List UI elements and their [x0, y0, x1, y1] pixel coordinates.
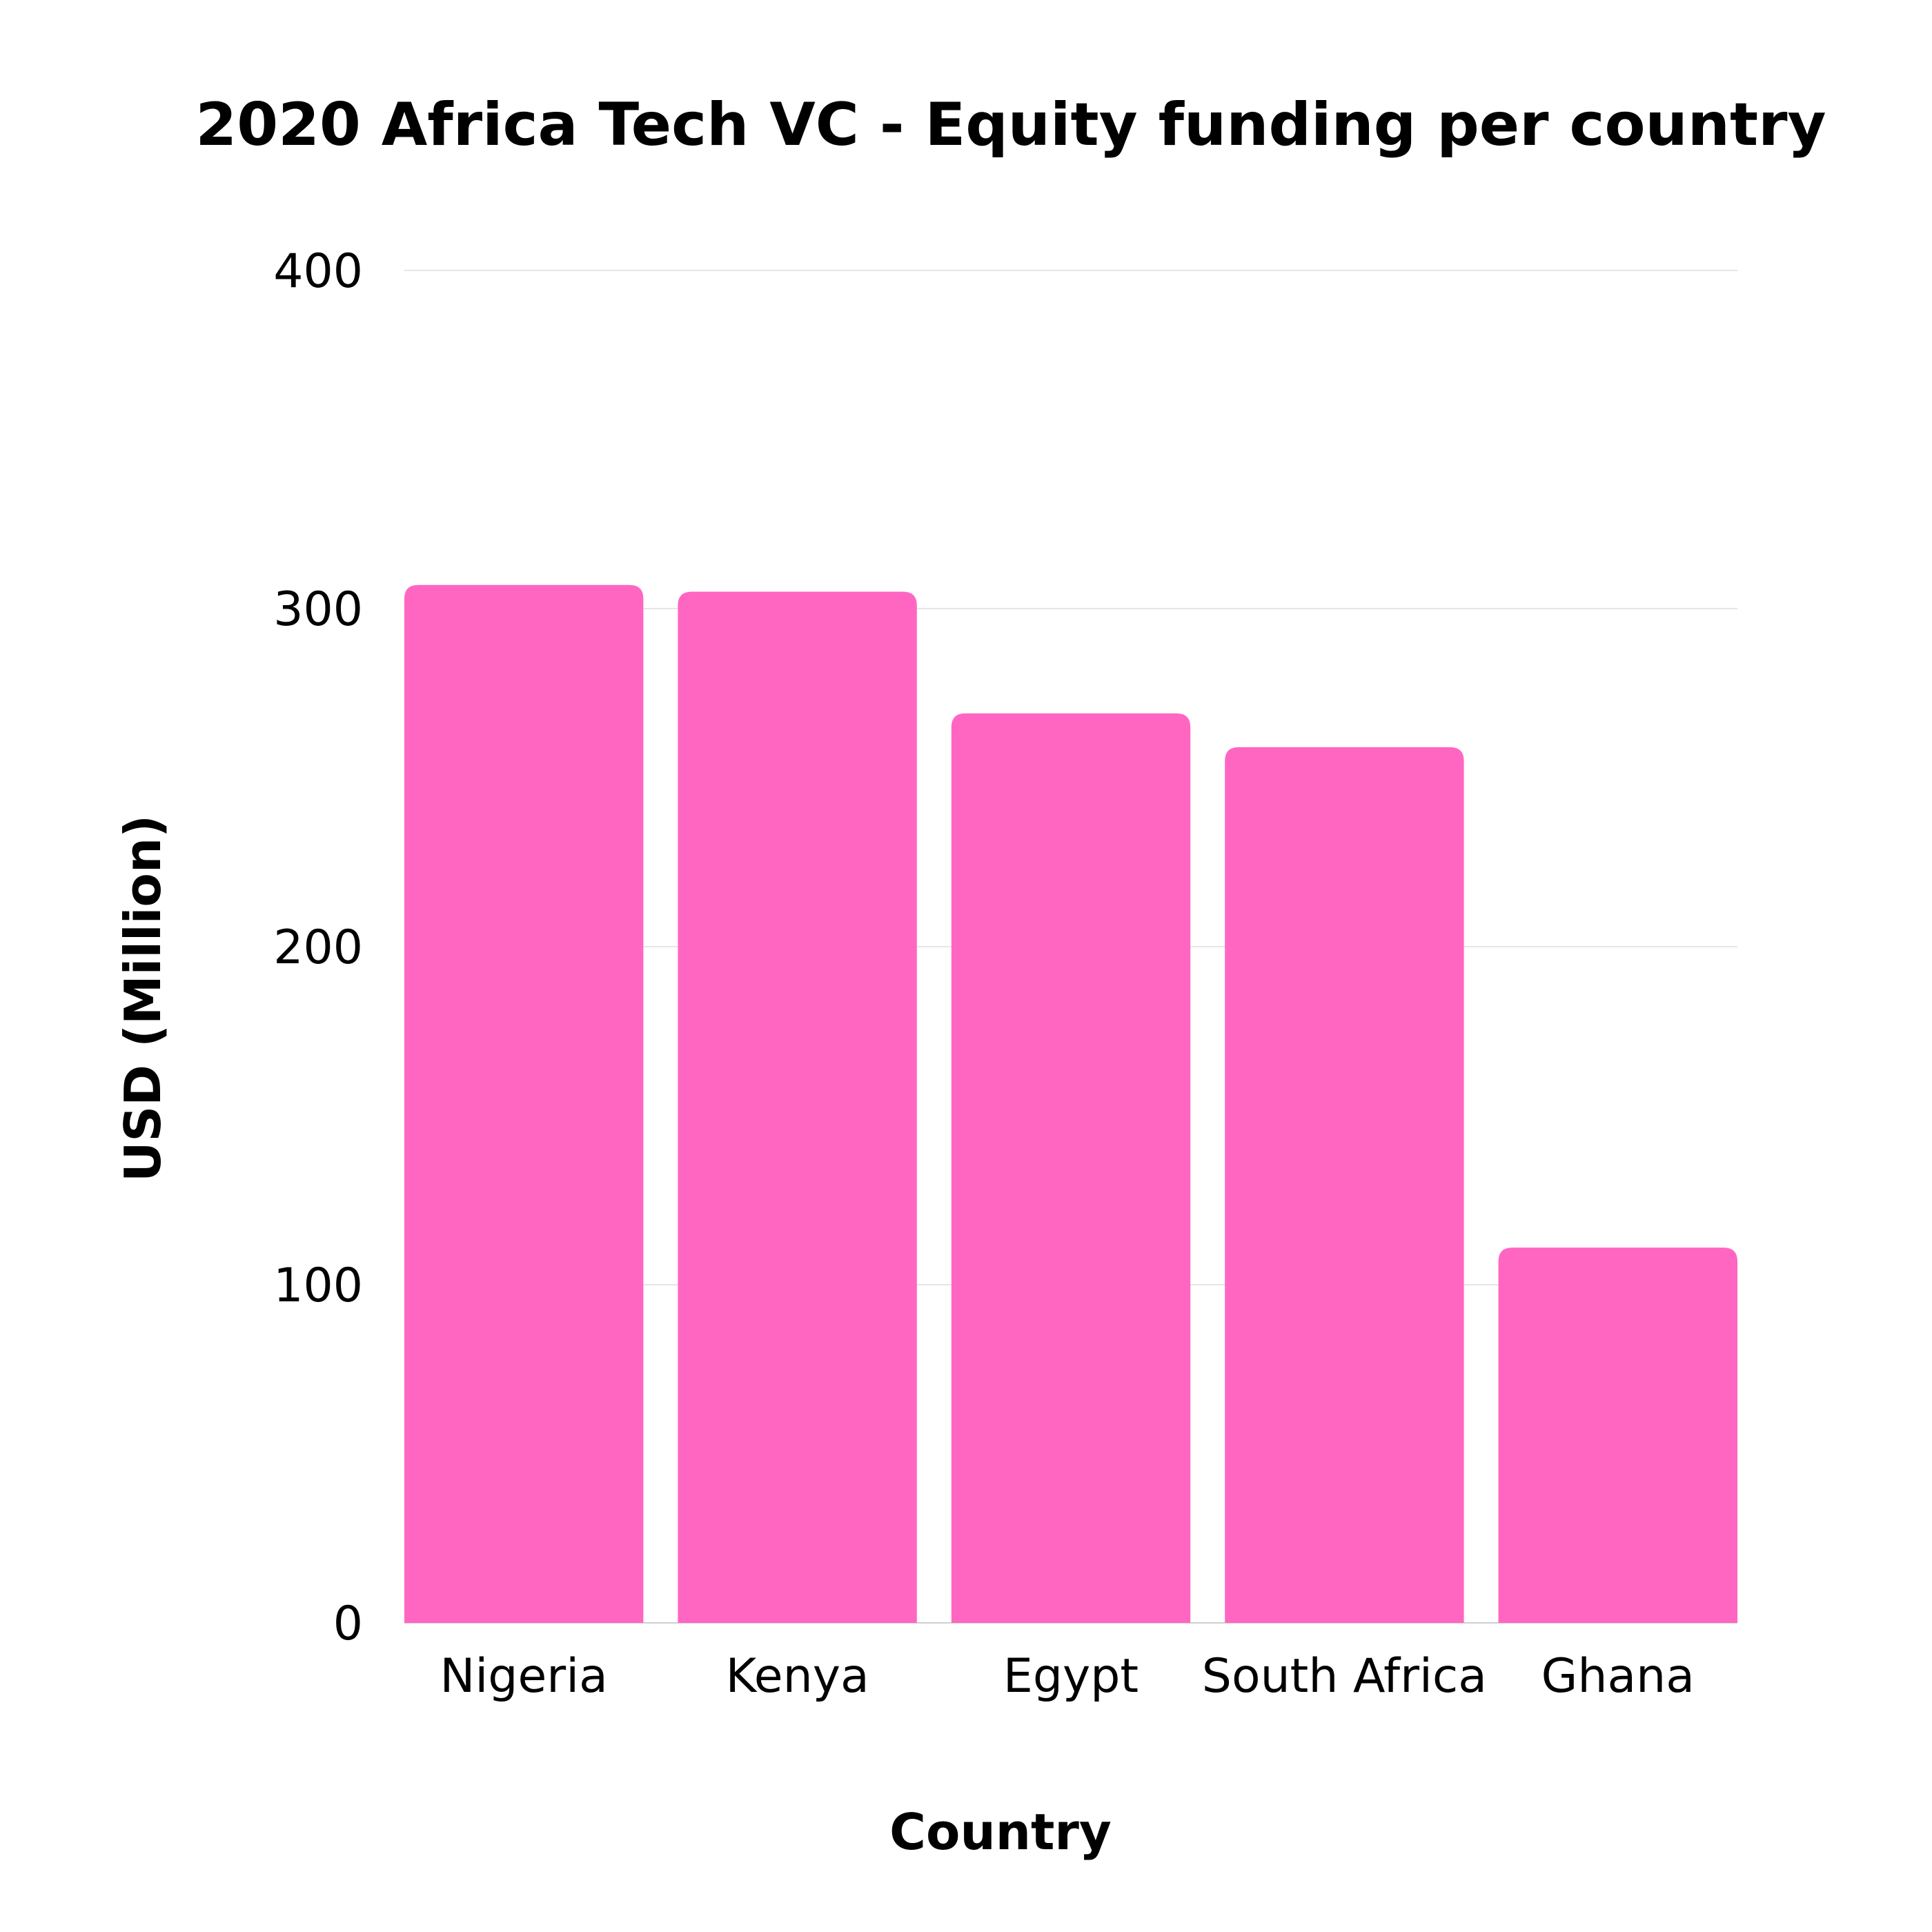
- y-tick-label: 0: [333, 1597, 363, 1651]
- bar-nigeria: [404, 584, 644, 1624]
- y-tick-label: 100: [273, 1259, 363, 1313]
- x-tick-label: Nigeria: [440, 1649, 608, 1704]
- y-tick-label: 200: [273, 920, 363, 975]
- x-axis-title: Country: [889, 1803, 1112, 1861]
- bar-ghana: [1498, 1248, 1737, 1623]
- y-tick-label: 400: [273, 244, 363, 299]
- y-tick-label: 300: [273, 582, 363, 637]
- y-axis-title: USD (Million): [114, 815, 172, 1182]
- chart-title: 2020 Africa Tech VC - Equity funding per…: [195, 90, 1826, 159]
- x-tick-label: Egypt: [1003, 1649, 1138, 1704]
- x-tick-label: Kenya: [726, 1649, 869, 1704]
- bars: [404, 584, 1737, 1624]
- x-axis-ticks: Nigeria Kenya Egypt South Africa Ghana: [440, 1649, 1695, 1704]
- x-tick-label: South Africa: [1202, 1649, 1487, 1704]
- y-axis-ticks: 0 100 200 300 400: [273, 244, 363, 1651]
- bar-egypt: [951, 713, 1191, 1623]
- x-tick-label: Ghana: [1541, 1649, 1695, 1704]
- bar-south-africa: [1225, 747, 1464, 1623]
- bar-kenya: [678, 591, 917, 1623]
